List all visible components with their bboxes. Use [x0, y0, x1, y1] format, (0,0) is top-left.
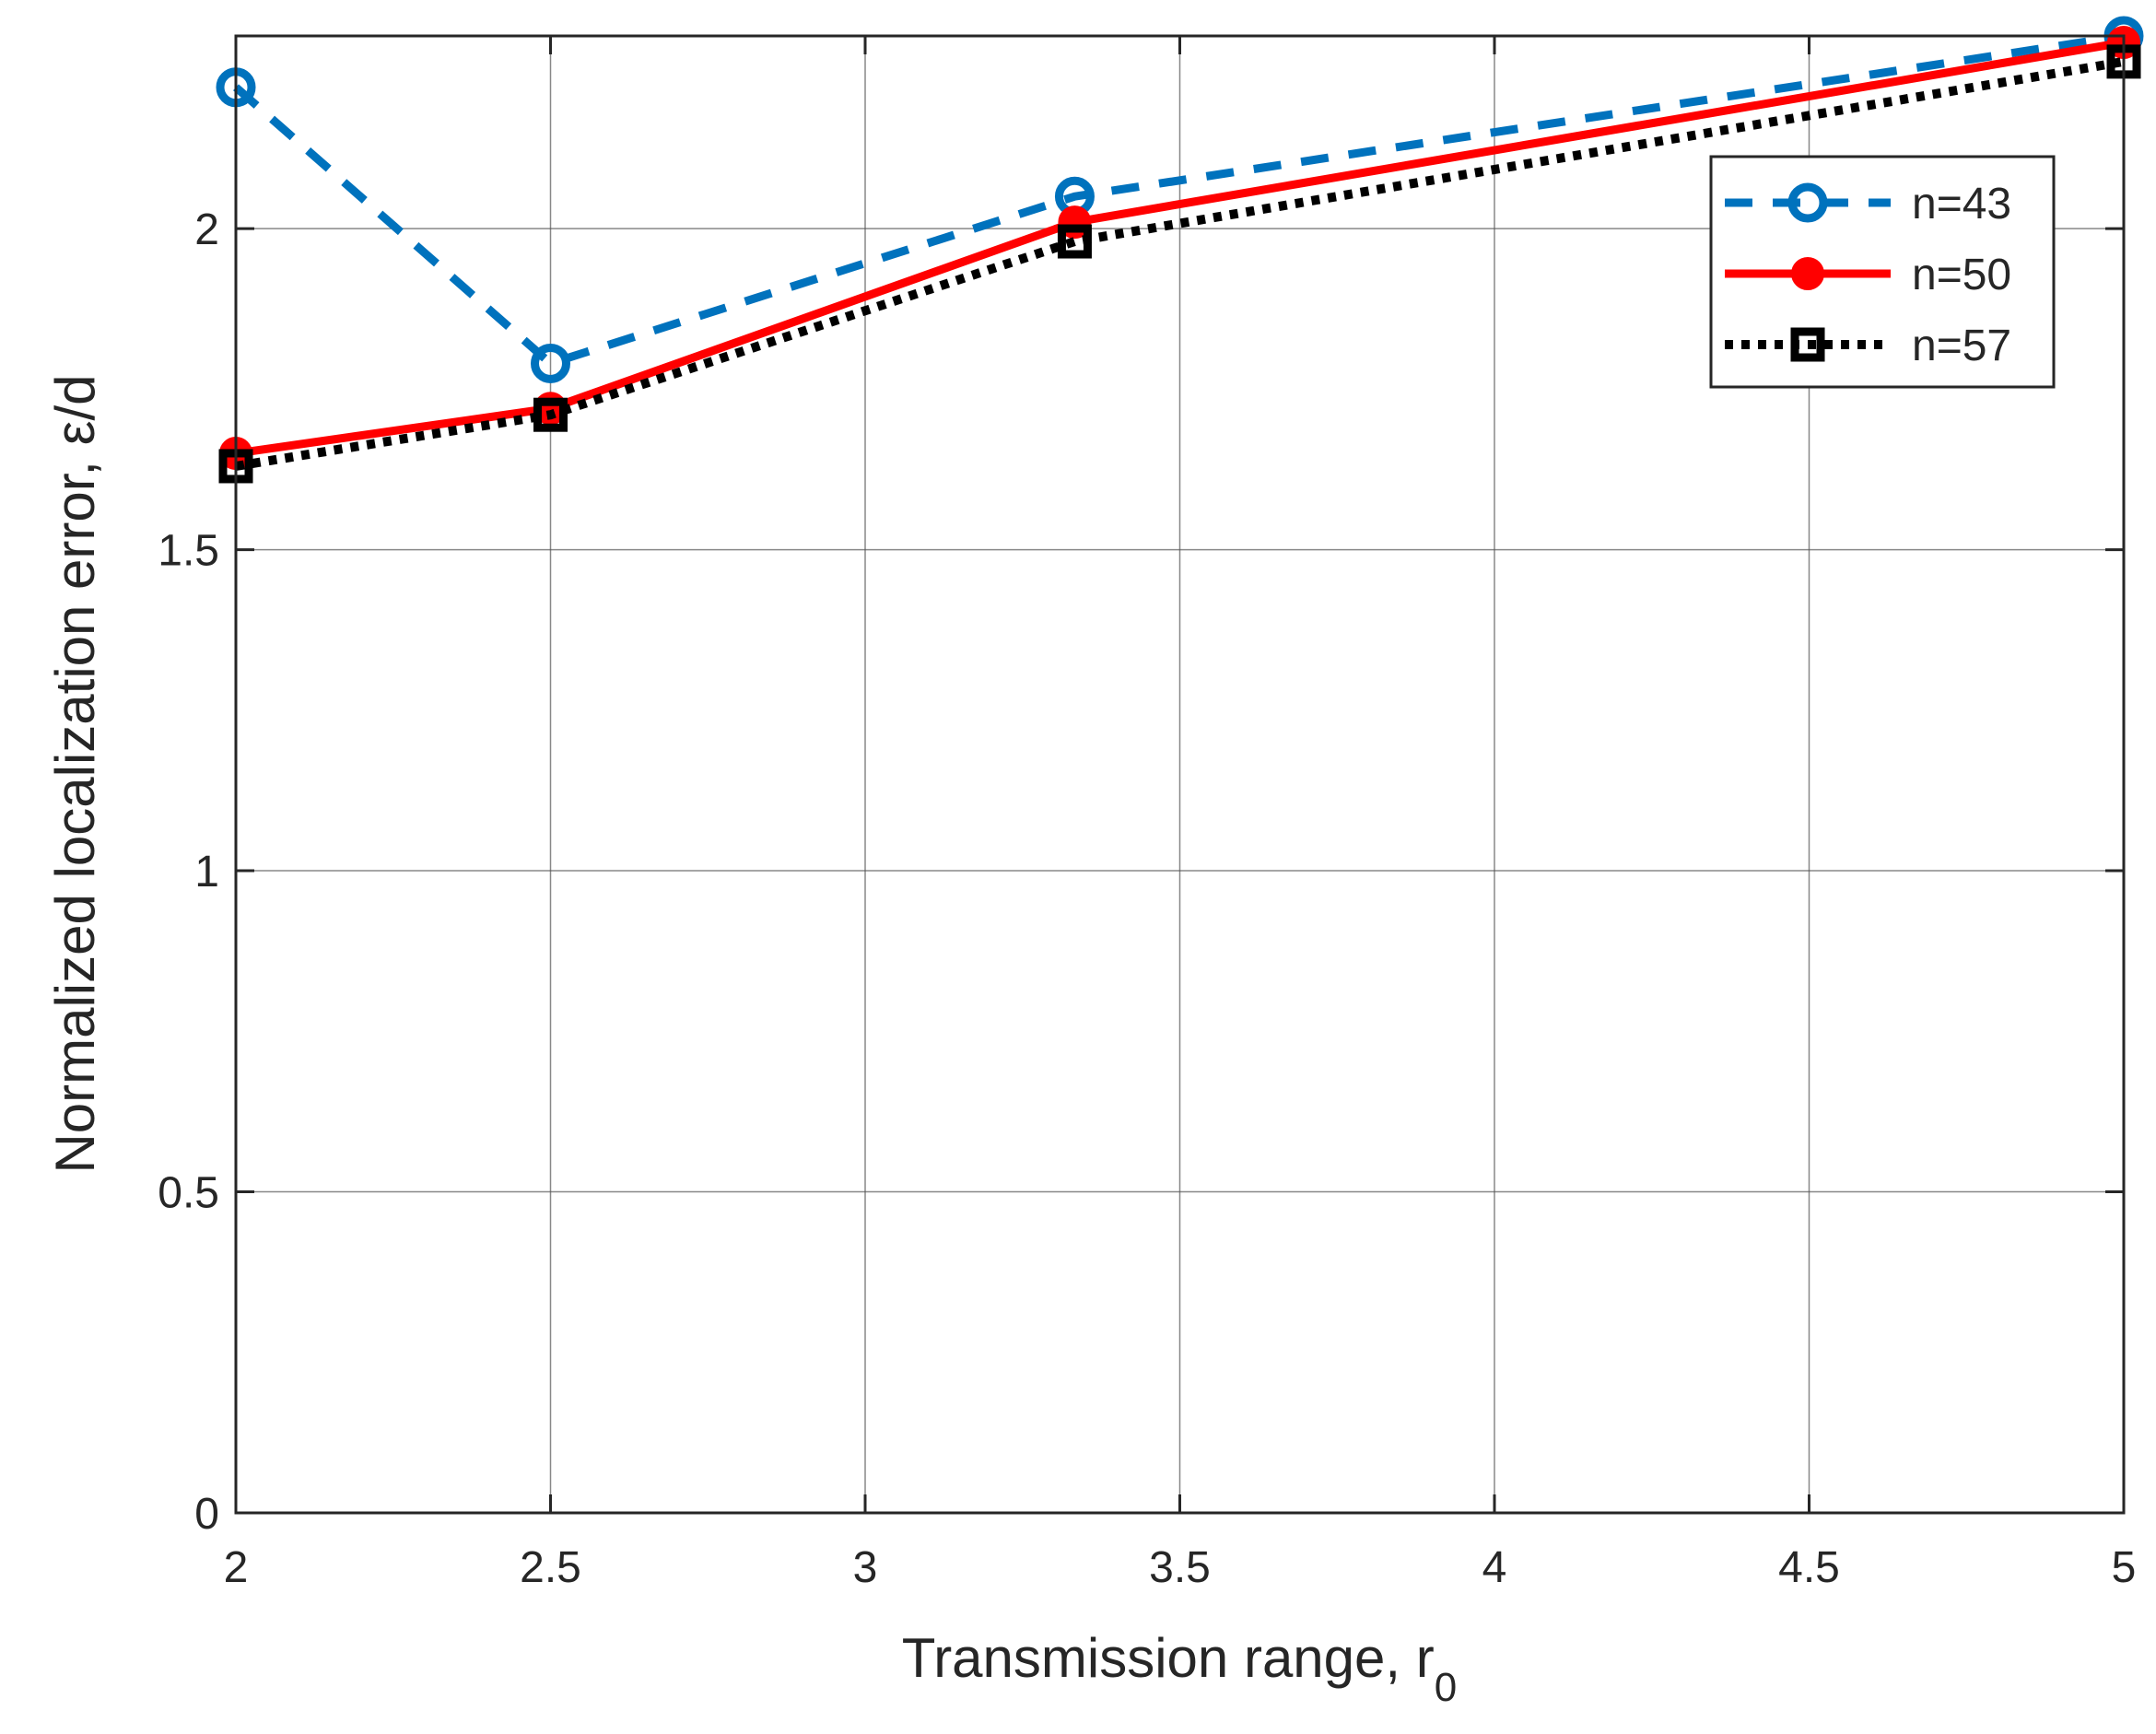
ticks: 2 2.5 3 3.5 4 4.5 5 0 0.5 1 1.5 2: [158, 36, 2136, 1592]
x-tick-label: 2.5: [520, 1543, 581, 1592]
y-tick-label: 1: [194, 848, 219, 896]
y-tick-label: 1.5: [158, 527, 219, 576]
data-point: [533, 397, 568, 432]
legend-marker: [1787, 182, 1828, 223]
legend-marker: [1791, 257, 1824, 290]
legend-marker: [1790, 327, 1825, 362]
y-tick-label: 0: [194, 1490, 219, 1539]
legend: n=43 n=50 n=57: [1709, 155, 2056, 389]
x-axis-label-subscript: 0: [1435, 1665, 1457, 1710]
x-tick-label: 5: [2112, 1543, 2137, 1592]
data-point: [531, 343, 570, 383]
x-axis-label: Transmission range, r0: [902, 1627, 1457, 1710]
y-axis-label: Normalized localization error, ε/d: [44, 374, 106, 1173]
legend-label: n=43: [1912, 180, 2011, 228]
series-line: [233, 31, 2125, 369]
x-tick-label: 2: [224, 1543, 249, 1592]
legend-label: n=50: [1912, 251, 2011, 299]
data-point: [1057, 224, 1092, 259]
legend-item: n=43: [1725, 180, 2011, 228]
x-tick-label: 3: [853, 1543, 878, 1592]
x-tick-label: 4: [1482, 1543, 1507, 1592]
legend-item: n=50: [1725, 251, 2011, 299]
y-tick-label: 0.5: [158, 1169, 219, 1218]
series-line: [235, 38, 2125, 458]
legend-label: n=57: [1912, 322, 2011, 370]
x-tick-label: 4.5: [1778, 1543, 1840, 1592]
legend-item: n=57: [1725, 322, 2011, 370]
x-tick-label: 3.5: [1149, 1543, 1211, 1592]
y-tick-label: 2: [194, 205, 219, 254]
